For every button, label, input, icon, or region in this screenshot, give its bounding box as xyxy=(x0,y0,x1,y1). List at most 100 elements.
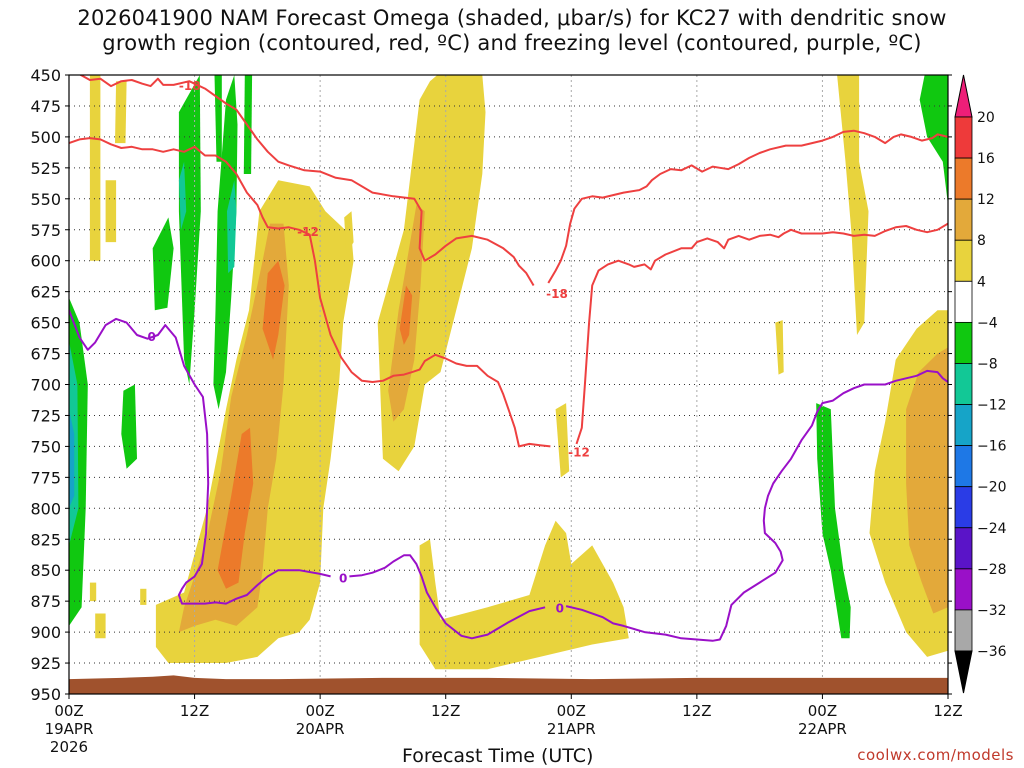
colorbar-label-13: −36 xyxy=(977,644,1007,660)
y-tick-label-900: 900 xyxy=(30,623,61,642)
y-tick-label-725: 725 xyxy=(30,406,61,425)
x-date-label-72: 22APR xyxy=(798,720,847,738)
omega-region-16 xyxy=(115,81,127,144)
omega-region-3 xyxy=(121,384,137,469)
y-tick-label-750: 750 xyxy=(30,437,61,456)
y-tick-label-700: 700 xyxy=(30,376,61,395)
colorbar-bin-1 xyxy=(954,157,973,200)
omega-region-4 xyxy=(152,217,174,311)
colorbar-bin-5 xyxy=(954,321,973,364)
colorbar-label-3: 8 xyxy=(977,233,986,249)
colorbar-label-0: 20 xyxy=(977,110,995,126)
y-tick-label-875: 875 xyxy=(30,592,61,611)
colorbar-bin-9 xyxy=(954,486,973,529)
omega-region-23 xyxy=(555,403,570,478)
x-date-label-24: 20APR xyxy=(296,720,345,738)
dendritic-contour-label-0: -18 xyxy=(179,79,201,93)
omega-region-13 xyxy=(89,75,101,261)
colorbar-bin-3 xyxy=(954,239,973,282)
x-date-label-48: 21APR xyxy=(547,720,596,738)
colorbar-bin-10 xyxy=(954,527,973,570)
colorbar-label-5: −4 xyxy=(977,315,998,331)
contour-layer: -18 -18 -12 -12 0 0 0 xyxy=(69,75,948,694)
colorbar-label-11: −28 xyxy=(977,562,1007,578)
y-tick-label-775: 775 xyxy=(30,468,61,487)
freezing-contour-line-2 xyxy=(565,369,948,642)
credit-text: coolwx.com/models xyxy=(857,746,1014,764)
freezing-contour-label-0: 0 xyxy=(147,330,155,344)
dendritic-contour-line-2 xyxy=(69,137,551,448)
x-tick-label-48: 00Z xyxy=(557,702,586,720)
freezing-contour-line-1 xyxy=(349,554,546,640)
y-tick-label-450: 450 xyxy=(30,66,61,85)
omega-region-25 xyxy=(837,75,869,335)
colorbar-bin-2 xyxy=(954,198,973,241)
y-tick-label-600: 600 xyxy=(30,252,61,271)
colorbar-label-4: 4 xyxy=(977,274,986,290)
colorbar-bin-7 xyxy=(954,404,973,447)
axes-layer: 450 475 500 525 550 575 600 625 650 675 700 725 750 7… xyxy=(30,66,962,756)
x-axis-label: Forecast Time (UTC) xyxy=(402,745,594,767)
omega-region-24 xyxy=(775,320,784,375)
y-tick-label-675: 675 xyxy=(30,345,61,364)
omega-region-12 xyxy=(919,75,948,205)
x-tick-label-60: 12Z xyxy=(682,702,711,720)
omega-region-32 xyxy=(399,285,413,345)
omega-region-27 xyxy=(178,223,289,633)
omega-shading-layer xyxy=(69,75,948,670)
colorbar-label-12: −32 xyxy=(977,603,1007,619)
y-tick-label-850: 850 xyxy=(30,561,61,580)
y-tick-label-950: 950 xyxy=(30,685,61,704)
omega-region-30 xyxy=(217,427,254,589)
y-tick-label-475: 475 xyxy=(30,97,61,116)
dendritic-contour-line-0 xyxy=(78,75,535,287)
colorbar-bottom-arrow xyxy=(954,650,973,694)
colorbar-label-9: −20 xyxy=(977,480,1007,496)
title-line-2: growth region (contoured, red, ºC) and f… xyxy=(102,31,922,55)
y-tick-label-550: 550 xyxy=(30,190,61,209)
omega-region-7 xyxy=(214,75,222,162)
colorbar-bin-12 xyxy=(954,609,973,652)
omega-region-6 xyxy=(213,75,238,410)
omega-region-21 xyxy=(344,211,354,255)
y-tick-label-525: 525 xyxy=(30,159,61,178)
x-tick-label-24: 00Z xyxy=(305,702,334,720)
colorbar: 20 16 12 8 4 −4 −8 −12 −16 −20 −24 −28 −32 −36 xyxy=(954,74,1007,694)
omega-region-9 xyxy=(227,180,237,274)
omega-region-22 xyxy=(419,520,629,670)
colorbar-label-7: −12 xyxy=(977,398,1007,414)
freezing-contour-label-2: 0 xyxy=(556,601,564,615)
dendritic-contour-line-1 xyxy=(547,129,948,284)
title-line-1: 2026041900 NAM Forecast Omega (shaded, μ… xyxy=(77,6,947,30)
omega-region-31 xyxy=(262,260,285,360)
colorbar-label-2: 12 xyxy=(977,192,995,208)
omega-region-14 xyxy=(95,613,106,639)
colorbar-label-6: −8 xyxy=(977,356,998,372)
terrain-layer xyxy=(69,675,948,694)
x-year-label-0: 2026 xyxy=(50,738,88,756)
x-tick-label-36: 12Z xyxy=(431,702,460,720)
colorbar-top-arrow xyxy=(954,74,973,118)
colorbar-label-1: 16 xyxy=(977,151,995,167)
dendritic-contour-label-3: -12 xyxy=(568,445,590,459)
omega-region-17 xyxy=(105,180,117,243)
chart-title: 2026041900 NAM Forecast Omega (shaded, μ… xyxy=(0,6,1024,56)
y-tick-label-575: 575 xyxy=(30,221,61,240)
y-tick-label-500: 500 xyxy=(30,128,61,147)
dendritic-contour-label-1: -18 xyxy=(546,287,568,301)
colorbar-label-10: −24 xyxy=(977,521,1007,537)
omega-region-11 xyxy=(816,403,851,639)
freezing-contour-line-0 xyxy=(69,309,331,605)
grid-layer xyxy=(69,75,948,694)
y-tick-label-800: 800 xyxy=(30,499,61,518)
omega-region-15 xyxy=(89,582,97,602)
x-tick-label-0: 00Z xyxy=(54,702,83,720)
omega-region-10 xyxy=(178,161,187,230)
y-tick-label-625: 625 xyxy=(30,283,61,302)
terrain-fill xyxy=(69,675,948,694)
omega-region-18 xyxy=(140,588,147,605)
omega-region-29 xyxy=(906,347,948,614)
colorbar-label-8: −16 xyxy=(977,439,1007,455)
colorbar-bin-6 xyxy=(954,363,973,405)
